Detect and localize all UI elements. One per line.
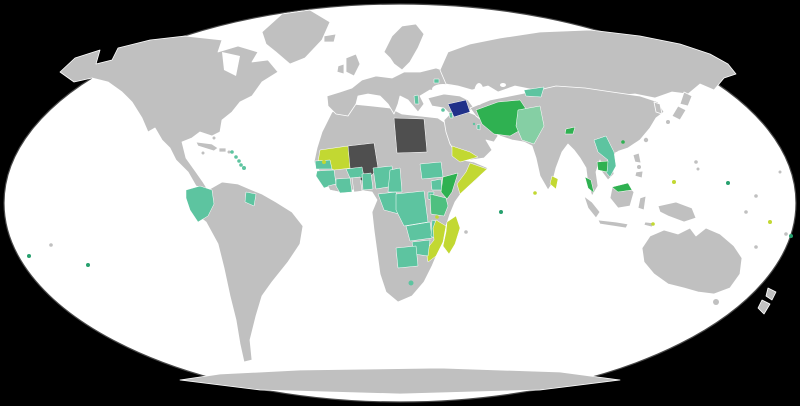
- country-micronesia: [726, 181, 730, 185]
- country-mauritius: [464, 230, 468, 234]
- island-niue: [49, 243, 53, 247]
- country-cote-divoire: [335, 177, 353, 194]
- country-samoa: [27, 254, 31, 258]
- landmass-scandinavia: [383, 23, 425, 71]
- landmass-europe: [326, 67, 453, 117]
- country-lebanon: [448, 111, 454, 119]
- island-solomon: [744, 210, 748, 214]
- country-cameroon: [387, 167, 403, 193]
- island-hainan: [614, 148, 618, 152]
- country-cape-verde: [322, 160, 326, 164]
- landmass-australia: [641, 227, 743, 295]
- country-kyrgyzstan: [523, 86, 545, 98]
- island-java: [597, 219, 629, 229]
- landmass-south-america: [187, 181, 304, 363]
- island-bahamas: [212, 136, 216, 140]
- country-tanzania: [429, 193, 449, 217]
- country-mozambique: [425, 219, 447, 263]
- country-caribbean-st-vincent: [237, 159, 241, 163]
- country-albania: [413, 94, 420, 105]
- island-n-mariana: [696, 167, 700, 171]
- country-togo-benin: [361, 172, 374, 191]
- country-bahrain: [472, 122, 476, 126]
- country-sao-tome: [383, 194, 387, 198]
- country-lesotho: [408, 280, 414, 286]
- country-cambodia: [596, 160, 609, 173]
- island-cuba: [195, 141, 219, 152]
- landmass-middle-east: [427, 93, 499, 161]
- country-armenia: [433, 78, 440, 84]
- island-iceland: [323, 33, 337, 43]
- aral-sea: [500, 83, 506, 87]
- country-caribbean-grenada: [239, 163, 243, 167]
- island-new-zealand-north: [765, 287, 777, 301]
- country-caribbean-st-lucia: [234, 155, 238, 159]
- island-jamaica: [201, 151, 205, 155]
- country-south-sudan: [419, 161, 444, 180]
- island-philippines-luzon: [632, 152, 642, 164]
- island-japan-south: [671, 105, 687, 121]
- country-bhutan: [564, 126, 576, 135]
- country-dr-congo: [395, 190, 429, 227]
- island-new-zealand-south: [757, 299, 771, 315]
- country-hong-kong: [621, 140, 625, 144]
- island-marshall: [754, 194, 758, 198]
- country-guyana: [244, 191, 257, 207]
- country-pakistan: [515, 105, 545, 145]
- country-cook-islands: [86, 263, 90, 267]
- island-kyushu: [666, 120, 670, 124]
- country-maldives: [533, 191, 537, 195]
- island-japan-north: [679, 91, 693, 107]
- landmass-korea: [653, 101, 663, 115]
- black-sea: [432, 84, 454, 94]
- island-great-britain: [345, 53, 361, 77]
- country-yemen: [451, 145, 479, 163]
- country-palau: [672, 180, 676, 184]
- country-somalia: [456, 162, 488, 195]
- caspian-sea: [474, 83, 484, 105]
- island-kiribati: [778, 170, 782, 174]
- country-malaysia-peninsula: [584, 176, 595, 194]
- country-timor-leste: [651, 222, 655, 226]
- island-new-guinea: [657, 201, 697, 223]
- country-ghana: [351, 176, 363, 193]
- island-philippines-mindanao: [634, 170, 644, 179]
- landmass-antarctica: [179, 367, 621, 395]
- island-sumatra: [583, 195, 601, 219]
- country-caribbean-trinidad: [242, 166, 246, 170]
- colored-countries: [27, 78, 793, 286]
- country-malaysia-borneo: [611, 182, 633, 193]
- island-philippines-visayas: [637, 165, 641, 169]
- country-madagascar: [442, 215, 461, 255]
- country-zambia: [405, 221, 433, 242]
- country-laos-vietnam: [593, 135, 617, 178]
- island-guam: [694, 160, 698, 164]
- country-tuvalu: [768, 220, 772, 224]
- island-vanuatu: [784, 232, 788, 236]
- island-sulawesi: [637, 195, 647, 211]
- hudson-bay: [222, 52, 240, 76]
- island-puerto-rico: [227, 150, 231, 154]
- country-fiji: [789, 234, 793, 238]
- island-taiwan: [643, 137, 649, 143]
- country-sri-lanka: [549, 175, 559, 190]
- country-colombia: [185, 185, 215, 223]
- country-kenya: [440, 172, 459, 200]
- country-comoros: [435, 215, 439, 219]
- country-cyprus: [441, 108, 445, 112]
- island-ireland: [336, 63, 345, 75]
- country-botswana: [395, 245, 419, 269]
- island-new-caledonia: [754, 245, 758, 249]
- country-uganda: [430, 178, 443, 191]
- island-tasmania: [713, 299, 719, 305]
- landmass-north-america: [59, 35, 279, 191]
- country-caribbean-dominica: [230, 150, 234, 154]
- island-hispaniola: [218, 147, 227, 153]
- country-qatar: [476, 123, 481, 131]
- landmass-greenland: [261, 9, 331, 65]
- country-libya: [393, 117, 428, 154]
- country-seychelles: [499, 210, 503, 214]
